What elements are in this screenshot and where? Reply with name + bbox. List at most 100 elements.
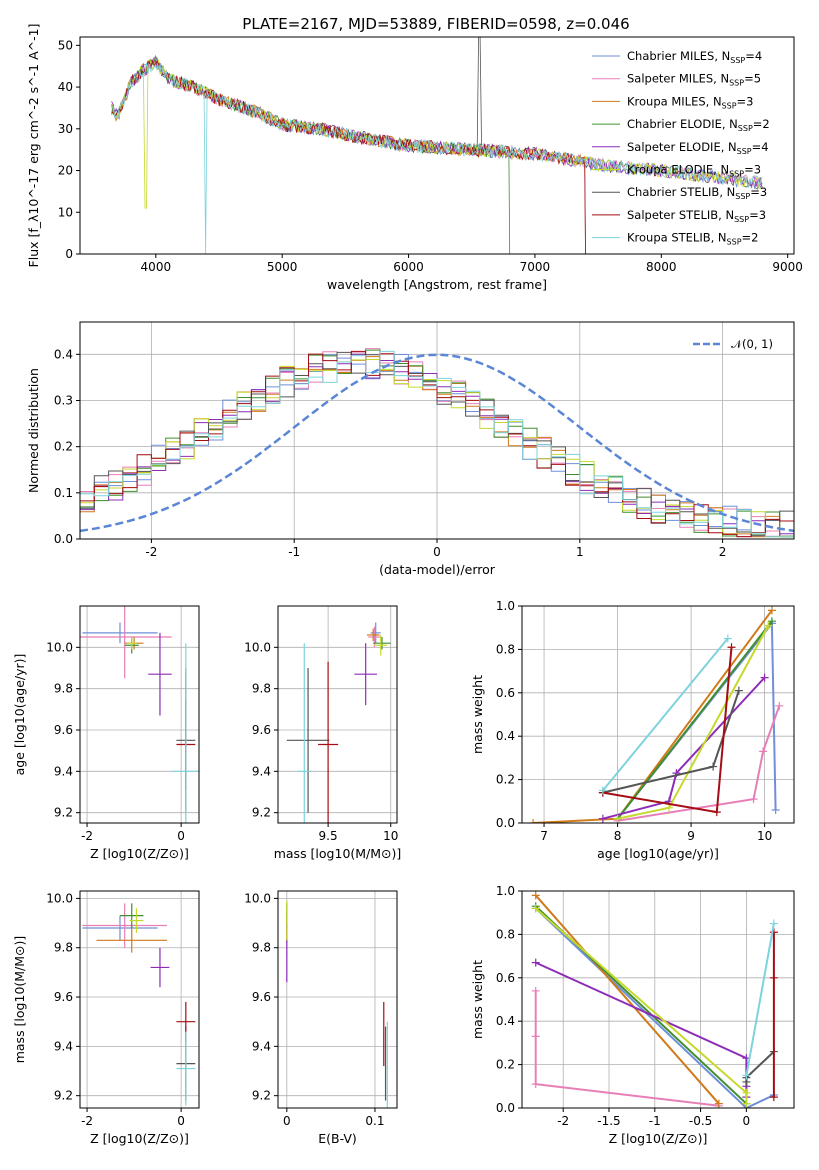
x-tick-label: 4000: [141, 260, 172, 274]
x-axis-label: age [log10(age/yr)]: [597, 846, 719, 861]
plot-area: [286, 622, 391, 823]
x-tick-label: 10: [383, 829, 398, 843]
weight-marker: [769, 1093, 778, 1102]
x-axis-label: Z [log10(Z/Z⊙)]: [90, 846, 189, 861]
x-tick-label: 1: [576, 545, 584, 559]
y-tick-label: 0.6: [496, 686, 515, 700]
x-tick-label: -2: [81, 1114, 93, 1128]
x-axis-label: Z [log10(Z/Z⊙)]: [90, 1131, 189, 1146]
y-tick-label: 9.8: [54, 682, 73, 696]
legend-label: Chabrier STELIB, NSSP=3: [627, 185, 767, 201]
weight-marker: [712, 808, 721, 817]
spectrum-line: [111, 57, 511, 254]
y-tick-label: 0.2: [54, 440, 73, 454]
y-tick-label: 40: [58, 80, 73, 94]
y-tick-label: 9.4: [54, 764, 73, 778]
plot-area: [111, 37, 763, 254]
legend-label: Salpeter MILES, NSSP=5: [627, 72, 761, 88]
y-tick-label: 0.4: [496, 1014, 515, 1028]
weight-marker: [714, 1099, 723, 1108]
weight-marker: [734, 686, 743, 695]
y-axis-label: mass weight: [470, 960, 485, 1039]
weight-marker: [742, 1071, 751, 1080]
histogram-step: [80, 350, 794, 538]
x-tick-label: 0: [283, 1114, 291, 1128]
y-tick-label: 1.0: [496, 884, 515, 898]
y-tick-label: 9.2: [252, 1089, 271, 1103]
spectrum-line: [111, 60, 586, 254]
x-tick-label: 6000: [393, 260, 424, 274]
x-axis-label: wavelength [Angstrom, rest frame]: [327, 277, 547, 292]
y-tick-label: 9.2: [252, 806, 271, 820]
weight-marker: [769, 973, 778, 982]
plot-area: [529, 606, 784, 823]
x-axis-label: mass [log10(M/M⊙)]: [274, 846, 402, 861]
y-tick-label: 0.2: [496, 1058, 515, 1072]
y-axis-label: mass weight: [470, 675, 485, 754]
axes-frame: [79, 890, 200, 1109]
weight-marker: [749, 795, 758, 804]
plot-area: [80, 606, 199, 823]
weight-marker: [598, 786, 607, 795]
y-tick-label: 10.0: [244, 640, 271, 654]
spectrum-line: [111, 59, 586, 254]
y-tick-label: 20: [58, 164, 73, 178]
legend-label: Salpeter STELIB, NSSP=3: [627, 208, 766, 224]
y-tick-label: 9.2: [54, 806, 73, 820]
y-tick-label: 0.1: [54, 486, 73, 500]
y-tick-label: 10.0: [244, 891, 271, 905]
y-tick-label: 9.8: [54, 941, 73, 955]
y-tick-label: 50: [58, 38, 73, 52]
y-tick-label: 1.0: [496, 599, 515, 613]
plot-area: [80, 348, 794, 538]
weight-marker: [759, 747, 768, 756]
y-tick-label: 9.2: [54, 1089, 73, 1103]
y-tick-label: 0.8: [496, 642, 515, 656]
y-tick-label: 0: [65, 247, 73, 261]
axes-frame: [277, 890, 398, 1109]
y-tick-label: 10.0: [46, 891, 73, 905]
x-tick-label: -1: [288, 545, 300, 559]
weight-line: [534, 990, 720, 1107]
histogram-step: [80, 350, 794, 538]
weight-marker: [742, 1099, 751, 1108]
y-tick-label: 9.4: [252, 764, 271, 778]
legend-label: Kroupa STELIB, NSSP=2: [627, 231, 758, 247]
legend-label: Salpeter ELODIE, NSSP=4: [627, 140, 769, 156]
spectrum-legend: Chabrier MILES, NSSP=4 Salpeter MILES, NS…: [592, 49, 770, 247]
x-tick-label: 9.5: [319, 829, 338, 843]
weight-line: [602, 676, 766, 820]
x-tick-label: 0: [177, 829, 185, 843]
x-tick-label: 10: [757, 829, 772, 843]
panel-mass-vs-ebv: 0 0.1 9.2 9.4 9.6 9.8 10.0 E(B-V): [244, 890, 398, 1146]
axes-frame: [277, 605, 398, 824]
panel-spectrum: 4000 5000 6000 7000 8000 9000 0 10 20 30 40 50 wavel…: [26, 24, 803, 292]
axes-frame: [521, 890, 795, 1109]
plot-area: [286, 900, 388, 1108]
x-tick-label: 7: [540, 829, 548, 843]
x-tick-label: -1.5: [597, 1114, 620, 1128]
y-tick-label: 9.6: [252, 990, 271, 1004]
axes-frame: [521, 605, 795, 824]
weight-line: [602, 690, 740, 794]
y-tick-label: 0.4: [496, 729, 515, 743]
y-tick-label: 9.4: [252, 1039, 271, 1053]
weight-marker: [613, 814, 622, 823]
weight-marker: [742, 1088, 751, 1097]
x-tick-label: 0: [433, 545, 441, 559]
y-axis-label: Normed distribution: [26, 368, 41, 493]
y-tick-label: 10: [58, 205, 73, 219]
weight-marker: [529, 819, 538, 823]
weight-marker: [767, 606, 776, 615]
weight-marker: [531, 986, 540, 995]
x-tick-label: -0.5: [689, 1114, 712, 1128]
weight-marker: [598, 814, 607, 823]
legend-label: Kroupa ELODIE, NSSP=3: [627, 163, 761, 179]
weight-marker: [709, 762, 718, 771]
x-tick-label: 0.1: [365, 1114, 384, 1128]
weight-marker: [775, 701, 784, 710]
axes-frame: [79, 605, 200, 824]
y-tick-label: 0.0: [496, 1101, 515, 1115]
plot-area: [82, 903, 196, 1106]
weight-line: [616, 620, 773, 820]
